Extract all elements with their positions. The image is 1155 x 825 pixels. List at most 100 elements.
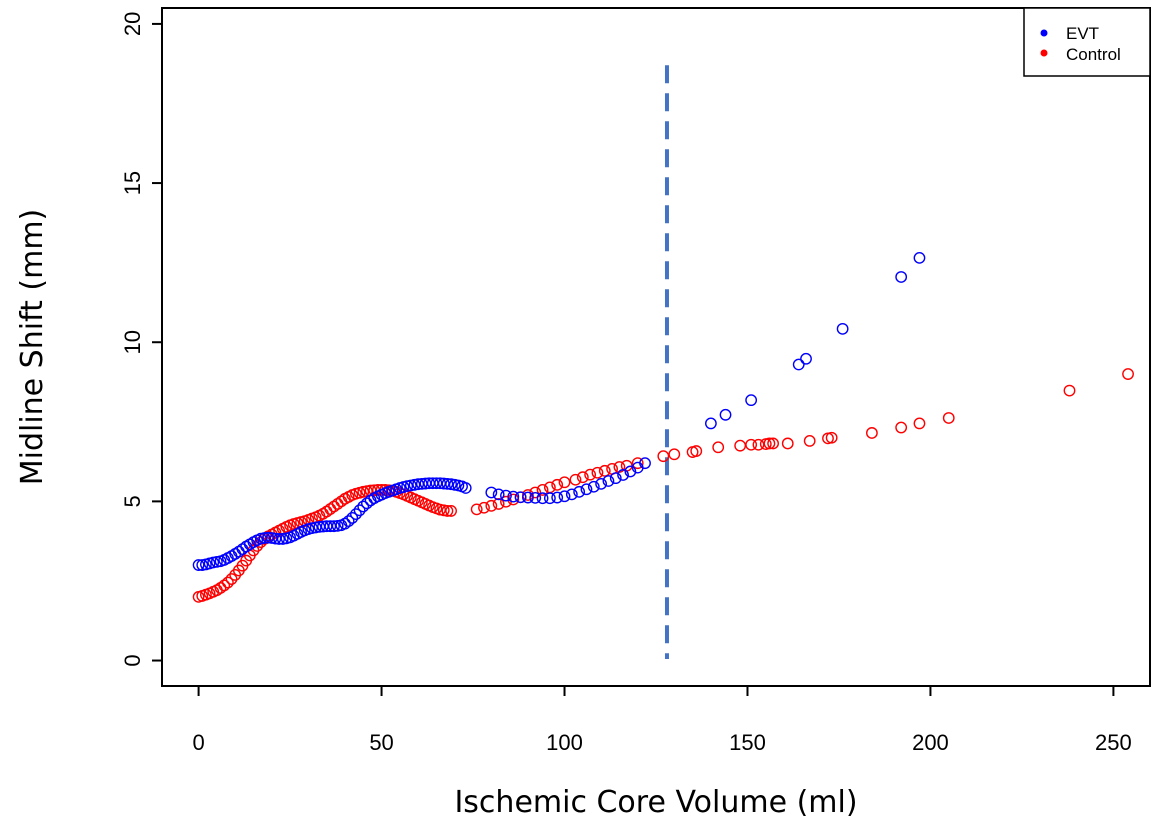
data-point-evt [580, 483, 593, 496]
data-point-control [225, 573, 238, 585]
data-point-evt [624, 465, 637, 478]
y-tick-label: 5 [120, 495, 145, 507]
data-point-evt [485, 486, 498, 499]
data-point-control [543, 481, 556, 494]
data-point-evt [836, 322, 849, 335]
data-point-evt [342, 515, 355, 528]
y-axis: 0 5 10 15 20 [120, 12, 162, 667]
legend-marker-control [1040, 49, 1048, 57]
plot-frame [161, 7, 1151, 687]
data-point-control [631, 457, 644, 470]
data-point-evt [339, 517, 351, 530]
data-point-evt [459, 482, 472, 494]
data-point-evt [895, 271, 908, 283]
legend-box [1023, 7, 1151, 77]
data-point-evt [704, 417, 717, 430]
data-point-control [445, 505, 457, 517]
data-point-evt [913, 251, 926, 264]
data-point-evt [587, 480, 600, 493]
data-point-control [598, 464, 611, 477]
data-point-evt [792, 358, 805, 371]
data-point-control [803, 435, 816, 447]
x-axis-title: Ischemic Core Volume (ml) [454, 785, 857, 820]
x-tick-label: 250 [1095, 730, 1132, 755]
y-tick-label: 15 [120, 171, 145, 195]
data-point-control [712, 441, 725, 454]
data-point-evt [609, 472, 622, 485]
data-point-evt [441, 477, 454, 490]
data-point-evt [536, 492, 549, 505]
y-tick-label: 0 [120, 654, 145, 666]
data-point-evt [565, 488, 578, 501]
data-point-evt [353, 504, 366, 517]
data-point-evt [492, 488, 505, 501]
data-point-control [569, 473, 582, 486]
data-point-control [767, 437, 779, 450]
data-point-evt [350, 508, 362, 521]
data-point-control [1122, 368, 1134, 380]
data-point-control [690, 445, 703, 457]
x-tick-label: 200 [912, 730, 949, 755]
data-point-evt [507, 490, 520, 503]
data-point-control [478, 501, 490, 514]
data-point-evt [639, 457, 651, 470]
data-point-control [470, 503, 483, 516]
data-point-control [507, 493, 520, 506]
data-point-control [558, 476, 571, 489]
data-point-evt [745, 394, 758, 407]
data-point-control [331, 498, 344, 510]
data-point-control [752, 438, 765, 451]
data-point-control [657, 450, 670, 463]
y-tick-label: 10 [120, 330, 145, 354]
data-point-evt [558, 490, 571, 503]
data-point-control [895, 421, 908, 434]
data-point-evt [573, 485, 586, 498]
data-point-control [591, 466, 604, 479]
data-point-control [324, 503, 337, 515]
x-tick-label: 0 [192, 730, 204, 755]
data-point-control [536, 484, 549, 496]
legend-label-evt: EVT [1066, 24, 1099, 43]
data-point-control [441, 505, 454, 517]
data-point-evt [273, 533, 285, 545]
data-point-evt [719, 408, 732, 421]
data-point-control [221, 576, 234, 589]
data-point-control [781, 437, 794, 450]
data-point-evt [328, 520, 340, 533]
data-point-evt [529, 491, 542, 504]
data-point-control [825, 431, 838, 444]
data-point-control [576, 471, 589, 484]
data-point-control [734, 439, 747, 452]
data-point-evt [236, 543, 249, 556]
data-point-control [218, 579, 231, 592]
data-point-evt [500, 489, 512, 502]
data-point-control [865, 427, 878, 439]
data-point-evt [595, 477, 608, 490]
data-point-evt [522, 491, 534, 504]
data-point-control [485, 499, 498, 512]
data-point-evt [800, 352, 812, 365]
data-point-control [1063, 384, 1076, 397]
data-point-evt [551, 491, 564, 504]
data-point-evt [262, 531, 275, 544]
data-point-control [763, 437, 776, 450]
data-point-evt [617, 469, 629, 481]
data-point-control [492, 498, 505, 510]
data-point-evt [357, 500, 370, 513]
y-tick-label: 20 [120, 12, 145, 36]
data-point-evt [514, 491, 527, 504]
y-axis-title: Midline Shift (mm) [15, 209, 50, 486]
legend-marker-evt [1040, 29, 1048, 37]
data-point-evt [543, 492, 556, 505]
data-point-evt [602, 475, 615, 487]
legend: EVT Control [1023, 7, 1151, 77]
data-point-evt [192, 559, 205, 571]
data-point-control [551, 478, 564, 491]
data-point-evt [437, 477, 450, 490]
data-point-control [584, 468, 597, 481]
x-tick-label: 150 [729, 730, 766, 755]
data-point-control [668, 448, 681, 461]
data-point-control [942, 412, 955, 424]
data-point-control [913, 417, 926, 430]
